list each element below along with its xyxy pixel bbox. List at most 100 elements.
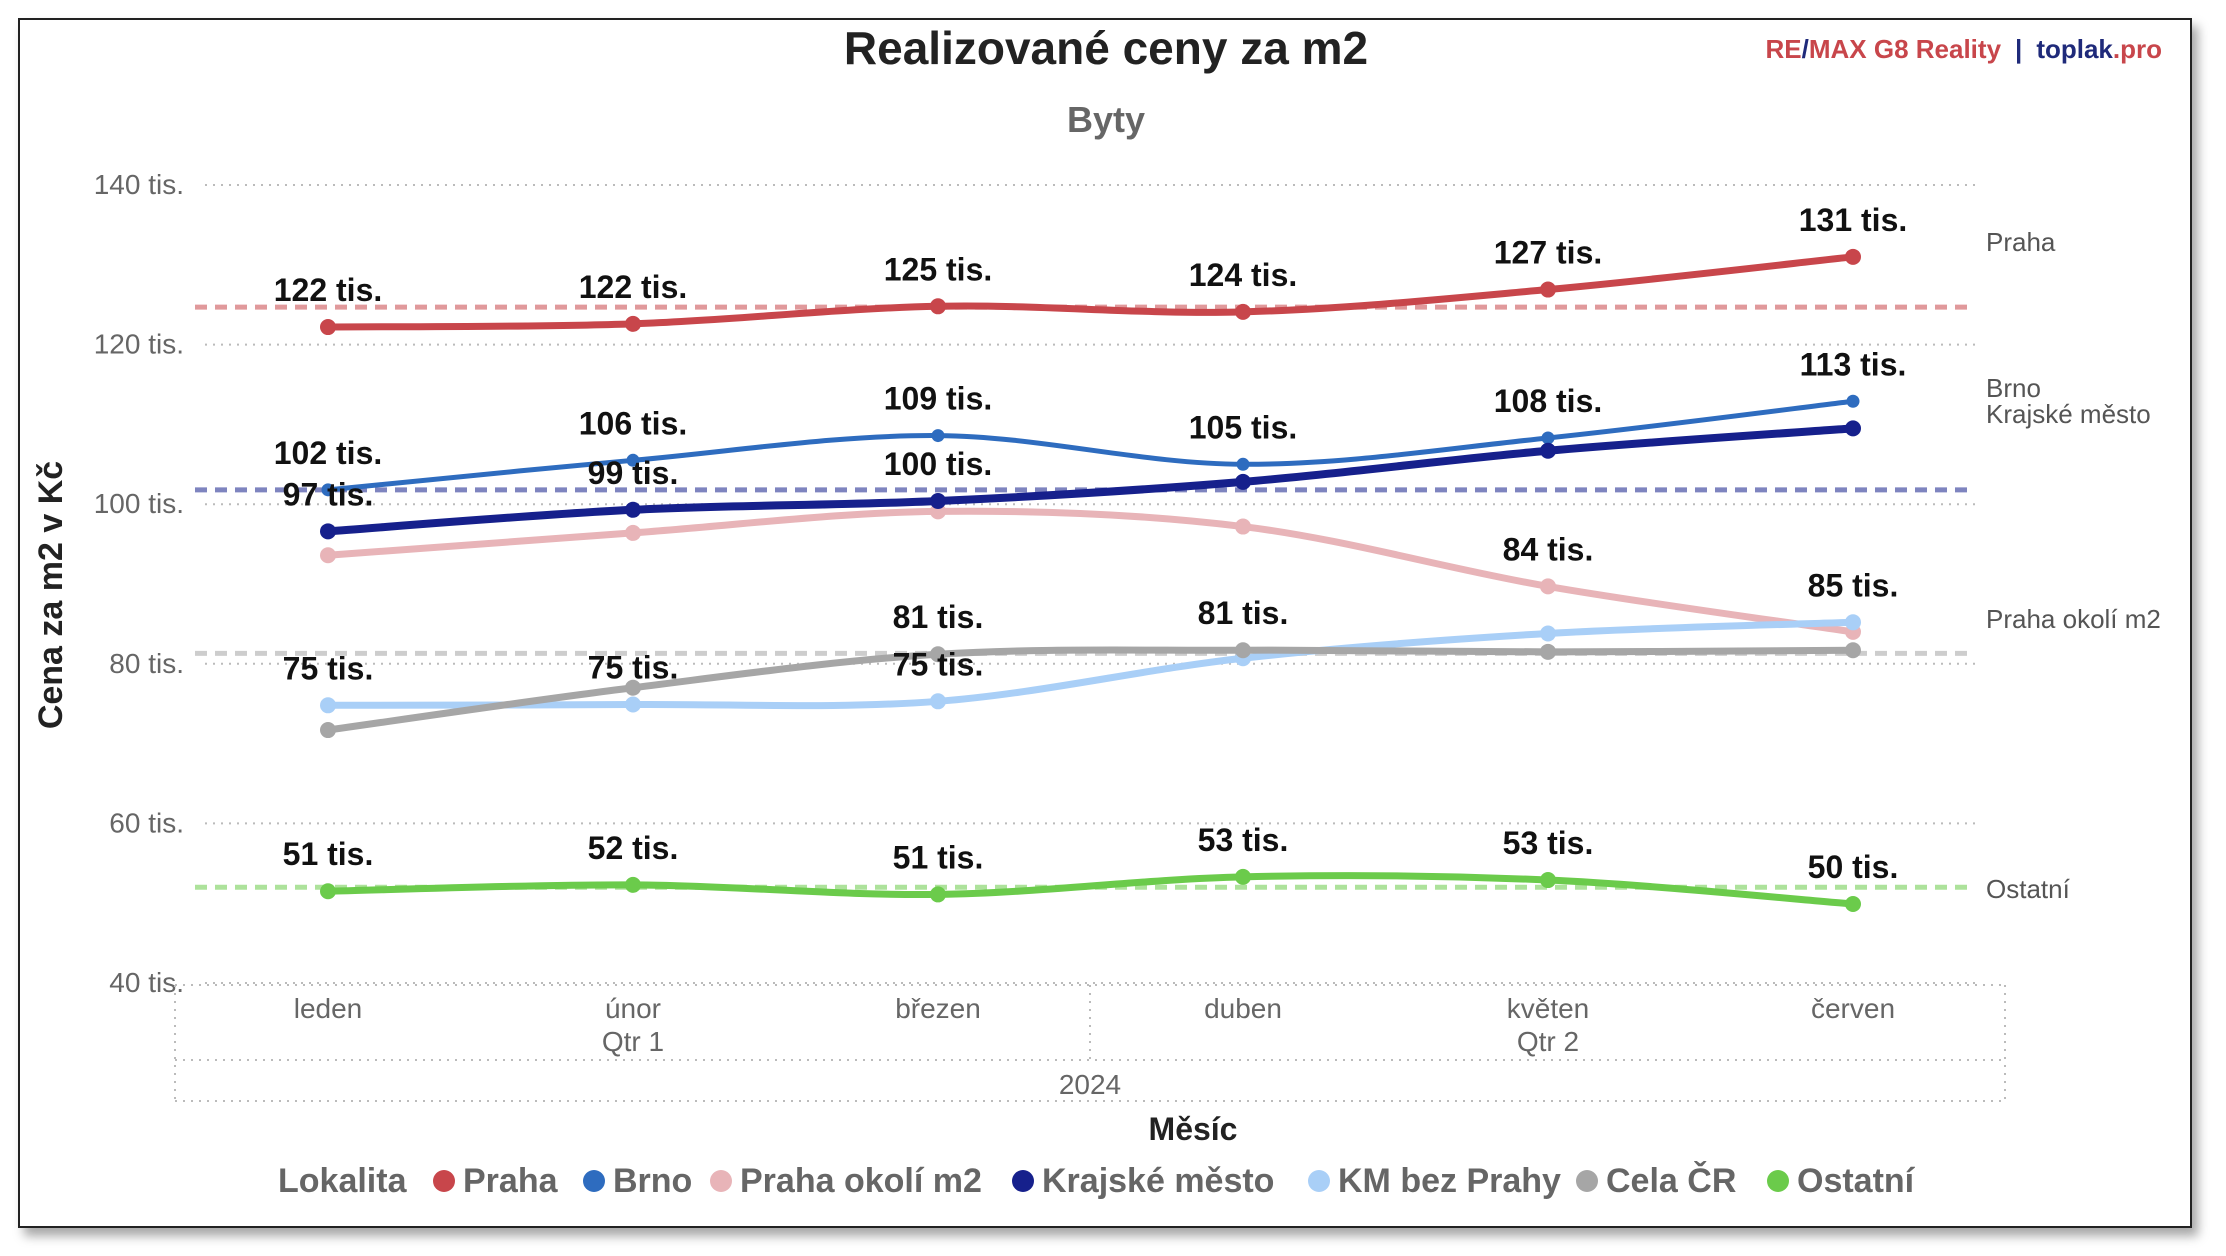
- series-line: [324, 872, 1857, 908]
- chart-title: Realizované ceny za m2: [844, 22, 1368, 74]
- data-label: 100 tis.: [884, 446, 993, 482]
- data-label: 81 tis.: [893, 599, 984, 635]
- data-label: 122 tis.: [579, 269, 688, 305]
- legend-item-label: Krajské město: [1042, 1162, 1274, 1200]
- data-point: [931, 429, 945, 443]
- data-label: 75 tis.: [893, 646, 984, 682]
- data-label: 84 tis.: [1503, 531, 1594, 567]
- data-label: 102 tis.: [274, 435, 383, 471]
- y-tick-label: 100 tis.: [94, 488, 184, 519]
- x-tick-label: červen: [1811, 993, 1895, 1024]
- gridlines: [205, 184, 1975, 984]
- brand-remax-rest: MAX G8 Reality: [1809, 34, 2002, 64]
- legend-marker: [1576, 1170, 1598, 1192]
- data-point: [625, 876, 641, 893]
- data-label: 53 tis.: [1198, 822, 1289, 858]
- brand-logo: RE/MAX G8 Reality | toplak.pro: [1766, 34, 2163, 64]
- data-point: [1540, 643, 1556, 660]
- legend-item-label: Ostatní: [1797, 1162, 1916, 1200]
- data-point: [625, 501, 641, 518]
- data-point: [930, 646, 946, 663]
- data-point: [930, 493, 946, 510]
- series-line: [324, 507, 1857, 636]
- data-label: 124 tis.: [1189, 257, 1298, 293]
- data-label: 131 tis.: [1799, 202, 1908, 238]
- data-point: [1235, 518, 1251, 535]
- data-label: 53 tis.: [1503, 825, 1594, 861]
- series-krajské-město: [320, 420, 1861, 540]
- series-lines: [320, 248, 1861, 912]
- y-axis: 40 tis. 60 tis. 80 tis. 100 tis. 120 tis. 140…: [94, 169, 184, 998]
- data-label: 51 tis.: [893, 839, 984, 875]
- data-point: [1235, 642, 1251, 659]
- data-label: 127 tis.: [1494, 235, 1603, 271]
- data-point: [626, 453, 640, 467]
- series-end-label: Praha: [1986, 227, 2056, 257]
- brand-toplak: toplak: [2036, 34, 2113, 64]
- series-line: [324, 253, 1857, 331]
- data-point: [320, 697, 336, 714]
- series-end-label: Brno: [1986, 373, 2041, 403]
- legend-marker: [1308, 1170, 1330, 1192]
- data-label: 99 tis.: [588, 455, 679, 491]
- data-point: [625, 315, 641, 332]
- brand-separator: |: [2015, 34, 2022, 64]
- data-point: [1540, 281, 1556, 298]
- x-tick-label: květen: [1507, 993, 1590, 1024]
- y-tick-label: 60 tis.: [109, 807, 184, 838]
- data-point: [1845, 642, 1861, 659]
- y-tick-label: 40 tis.: [109, 967, 184, 998]
- legend-item-label: KM bez Prahy: [1338, 1162, 1561, 1200]
- brand-remax-re: RE: [1766, 34, 1802, 64]
- legend-item-label: Brno: [613, 1162, 692, 1200]
- data-point: [320, 523, 336, 540]
- data-label: 85 tis.: [1808, 567, 1899, 603]
- x-axis: leden únor březen duben květen červen Qtr 1 Qtr…: [174, 984, 2006, 1102]
- data-point: [1845, 420, 1861, 437]
- legend-item-label: Cela ČR: [1606, 1161, 1736, 1200]
- series-line: [324, 424, 1857, 536]
- series-cela-čr: [320, 642, 1861, 739]
- chart-subtitle: Byty: [1067, 99, 1145, 140]
- legend-marker: [710, 1170, 732, 1192]
- data-label: 122 tis.: [274, 272, 383, 308]
- y-tick-label: 120 tis.: [94, 329, 184, 360]
- average-lines: [195, 304, 1975, 890]
- data-point: [320, 319, 336, 336]
- data-label: 113 tis.: [1800, 346, 1907, 382]
- quarter-label: Qtr 1: [602, 1026, 664, 1057]
- x-tick-label: leden: [294, 993, 363, 1024]
- data-label: 51 tis.: [283, 836, 374, 872]
- data-point: [320, 547, 336, 564]
- data-point: [1541, 431, 1555, 445]
- series-line: [324, 618, 1857, 710]
- data-labels: 122 tis. 122 tis. 125 tis. 124 tis. 127 tis.…: [274, 202, 1908, 885]
- data-point: [1235, 868, 1251, 885]
- series-end-label: Krajské město: [1986, 399, 2151, 429]
- svg-text:RE/MAX G8 Reality|toplak.pro: RE/MAX G8 Reality | toplak.pro: [1766, 34, 2163, 64]
- data-point: [1540, 578, 1556, 595]
- data-label: 108 tis.: [1494, 383, 1603, 419]
- legend-marker: [583, 1170, 605, 1192]
- legend-marker: [433, 1170, 455, 1192]
- data-point: [1845, 248, 1861, 265]
- x-axis-title: Měsíc: [1149, 1111, 1238, 1147]
- y-tick-label: 140 tis.: [94, 169, 184, 200]
- series-brno: [321, 394, 1860, 497]
- legend-title: Lokalita: [278, 1162, 408, 1200]
- data-label: 125 tis.: [884, 251, 993, 287]
- data-label: 97 tis.: [283, 476, 374, 512]
- legend-item-label: Praha: [463, 1162, 559, 1200]
- data-label: 109 tis.: [884, 381, 993, 417]
- quarter-label: Qtr 2: [1517, 1026, 1579, 1057]
- data-point: [625, 524, 641, 541]
- series-km-bez-prahy: [320, 614, 1861, 714]
- series-end-label: Praha okolí m2: [1986, 604, 2161, 634]
- series-praha: [320, 248, 1861, 336]
- data-label: 50 tis.: [1808, 849, 1899, 885]
- data-point: [1540, 625, 1556, 642]
- legend-item-label: Praha okolí m2: [740, 1162, 982, 1200]
- data-point: [930, 693, 946, 710]
- legend-marker: [1767, 1170, 1789, 1192]
